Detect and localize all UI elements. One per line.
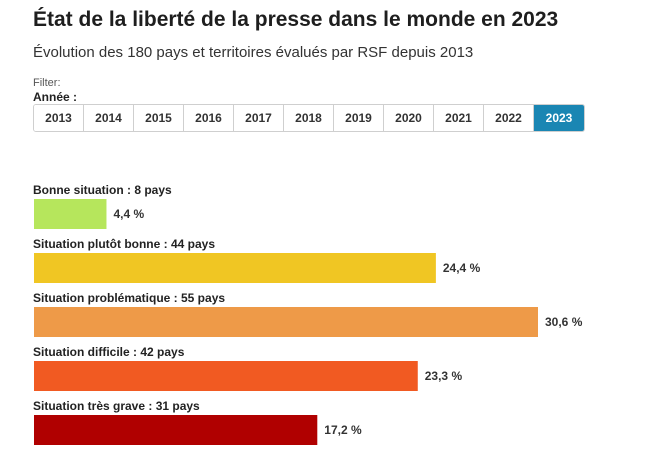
year-button-2017[interactable]: 2017 [234,105,284,131]
bar[interactable] [34,361,418,391]
year-filter-label: Année : [33,90,78,104]
year-button-2016[interactable]: 2016 [184,105,234,131]
value-label: 4,4 % [113,207,144,221]
bar[interactable] [34,253,436,283]
value-label: 23,3 % [425,369,463,383]
year-button-2019[interactable]: 2019 [334,105,384,131]
category-label: Situation plutôt bonne : 44 pays [33,237,215,251]
chart-title: État de la liberté de la presse dans le … [33,8,559,31]
year-button-2022[interactable]: 2022 [484,105,534,131]
value-label: 17,2 % [324,423,362,437]
category-label: Situation difficile : 42 pays [33,345,185,359]
year-button-2013[interactable]: 2013 [34,105,84,131]
category-label: Situation problématique : 55 pays [33,291,225,305]
year-button-2018[interactable]: 2018 [284,105,334,131]
value-label: 24,4 % [443,261,481,275]
year-selector: 2013 2014 2015 2016 2017 2018 2019 2020 … [33,104,585,132]
filter-label: Filter: [33,77,61,89]
category-label: Situation très grave : 31 pays [33,399,200,413]
year-button-2023[interactable]: 2023 [534,105,584,131]
year-button-2014[interactable]: 2014 [84,105,134,131]
year-button-2015[interactable]: 2015 [134,105,184,131]
value-label: 30,6 % [545,315,583,329]
bar[interactable] [34,307,538,337]
bar[interactable] [34,415,318,445]
category-label: Bonne situation : 8 pays [33,183,172,197]
chart-subtitle: Évolution des 180 pays et territoires év… [33,44,474,61]
bar[interactable] [34,199,107,229]
year-button-2020[interactable]: 2020 [384,105,434,131]
year-button-2021[interactable]: 2021 [434,105,484,131]
